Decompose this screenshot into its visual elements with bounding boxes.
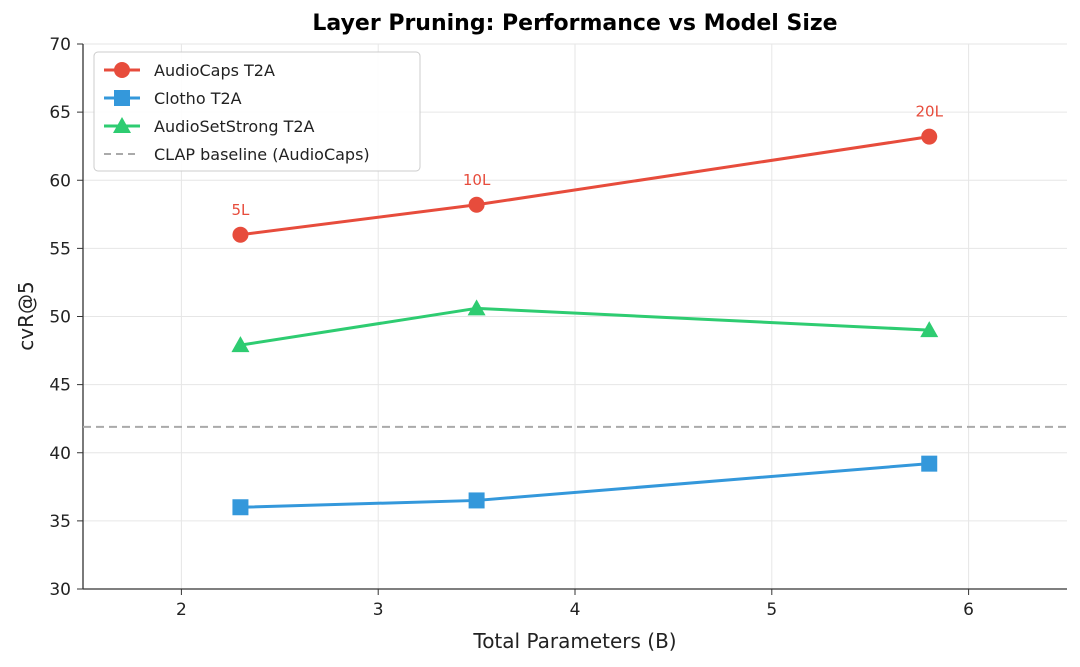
y-tick-label: 35 xyxy=(49,512,71,532)
legend-marker xyxy=(114,62,130,78)
x-ticks: 2 3 4 5 6 xyxy=(176,589,974,620)
series-line-audiosetstrong-t2a xyxy=(240,306,930,347)
data-point-audiocaps-t2a xyxy=(921,128,938,145)
legend-marker xyxy=(114,90,130,106)
y-axis-label: cvR@5 xyxy=(14,281,38,350)
y-tick-label: 40 xyxy=(49,444,71,464)
data-point-clotho-t2a xyxy=(921,455,938,472)
legend-box xyxy=(93,51,421,172)
data-point-audiocaps-t2a xyxy=(232,226,249,243)
data-point-clotho-t2a xyxy=(468,492,485,509)
data-point-clotho-t2a xyxy=(232,499,249,516)
point-label: 5L xyxy=(231,201,250,219)
legend-label: Clotho T2A xyxy=(154,89,242,108)
data-point-audiosetstrong-t2a xyxy=(920,321,939,338)
y-tick-label: 50 xyxy=(49,308,71,328)
y-ticks: 30 35 40 45 50 55 60 65 70 xyxy=(49,35,83,600)
legend: AudioCaps T2A Clotho T2A AudioSetStrong T2… xyxy=(93,51,421,172)
y-tick-label: 70 xyxy=(49,35,71,55)
legend-label: AudioCaps T2A xyxy=(154,61,275,80)
y-tick-label: 45 xyxy=(49,376,71,396)
y-tick-label: 65 xyxy=(49,103,71,123)
legend-label: CLAP baseline (AudioCaps) xyxy=(154,145,370,164)
point-labels: 5L 10L 20L xyxy=(231,103,943,219)
data-point-audiocaps-t2a xyxy=(468,196,485,213)
y-tick-label: 30 xyxy=(49,580,71,600)
data-point-audiosetstrong-t2a xyxy=(467,299,486,316)
y-tick-label: 55 xyxy=(49,239,71,259)
y-tick-label: 60 xyxy=(49,171,71,191)
x-tick-label: 6 xyxy=(963,600,974,620)
x-axis-label: Total Parameters (B) xyxy=(472,629,676,653)
x-tick-label: 4 xyxy=(570,600,581,620)
legend-label: AudioSetStrong T2A xyxy=(154,117,315,136)
x-tick-label: 2 xyxy=(176,600,187,620)
series-group xyxy=(231,128,939,516)
chart-title: Layer Pruning: Performance vs Model Size xyxy=(312,11,837,36)
data-point-audiosetstrong-t2a xyxy=(231,336,250,353)
point-label: 20L xyxy=(916,103,944,121)
series-line-clotho-t2a xyxy=(240,462,930,509)
x-tick-label: 5 xyxy=(766,600,777,620)
point-label: 10L xyxy=(463,171,491,189)
legend-marker xyxy=(113,117,131,133)
x-tick-label: 3 xyxy=(373,600,384,620)
